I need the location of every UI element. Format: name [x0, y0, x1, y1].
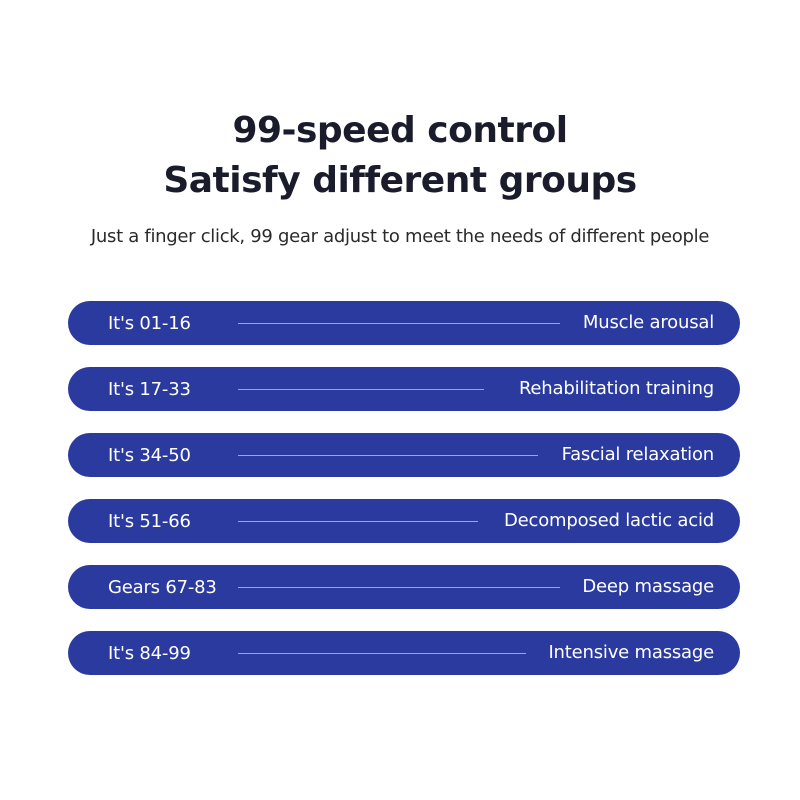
- speed-group-list: It's 01-16 Muscle arousal It's 17-33 Reh…: [68, 301, 740, 697]
- headline-line-2: Satisfy different groups: [163, 160, 637, 201]
- speed-effect-label: Decomposed lactic acid: [504, 510, 714, 531]
- speed-range-label: Gears 67-83: [108, 577, 217, 598]
- speed-group-bar: It's 34-50 Fascial relaxation: [68, 433, 740, 477]
- connector-line: [238, 587, 560, 588]
- speed-range-label: It's 51-66: [108, 511, 191, 532]
- speed-range-label: It's 84-99: [108, 643, 191, 664]
- speed-range-label: It's 34-50: [108, 445, 191, 466]
- speed-effect-label: Rehabilitation training: [518, 378, 714, 399]
- connector-line: [238, 389, 484, 390]
- connector-line: [238, 323, 560, 324]
- speed-effect-label: Muscle arousal: [582, 312, 714, 333]
- speed-group-bar: Gears 67-83 Deep massage: [68, 565, 740, 609]
- connector-line: [238, 653, 526, 654]
- speed-group-bar: It's 17-33 Rehabilitation training: [68, 367, 740, 411]
- connector-line: [238, 455, 538, 456]
- speed-effect-label: Intensive massage: [548, 642, 714, 663]
- speed-range-label: It's 17-33: [108, 379, 191, 400]
- speed-group-bar: It's 01-16 Muscle arousal: [68, 301, 740, 345]
- speed-group-bar: It's 51-66 Decomposed lactic acid: [68, 499, 740, 543]
- speed-group-bar: It's 84-99 Intensive massage: [68, 631, 740, 675]
- speed-effect-label: Fascial relaxation: [561, 444, 715, 465]
- headline-line-1: 99-speed control: [232, 110, 568, 151]
- subheadline: Just a finger click, 99 gear adjust to m…: [90, 226, 710, 247]
- speed-effect-label: Deep massage: [582, 576, 714, 597]
- connector-line: [238, 521, 478, 522]
- speed-range-label: It's 01-16: [108, 313, 191, 334]
